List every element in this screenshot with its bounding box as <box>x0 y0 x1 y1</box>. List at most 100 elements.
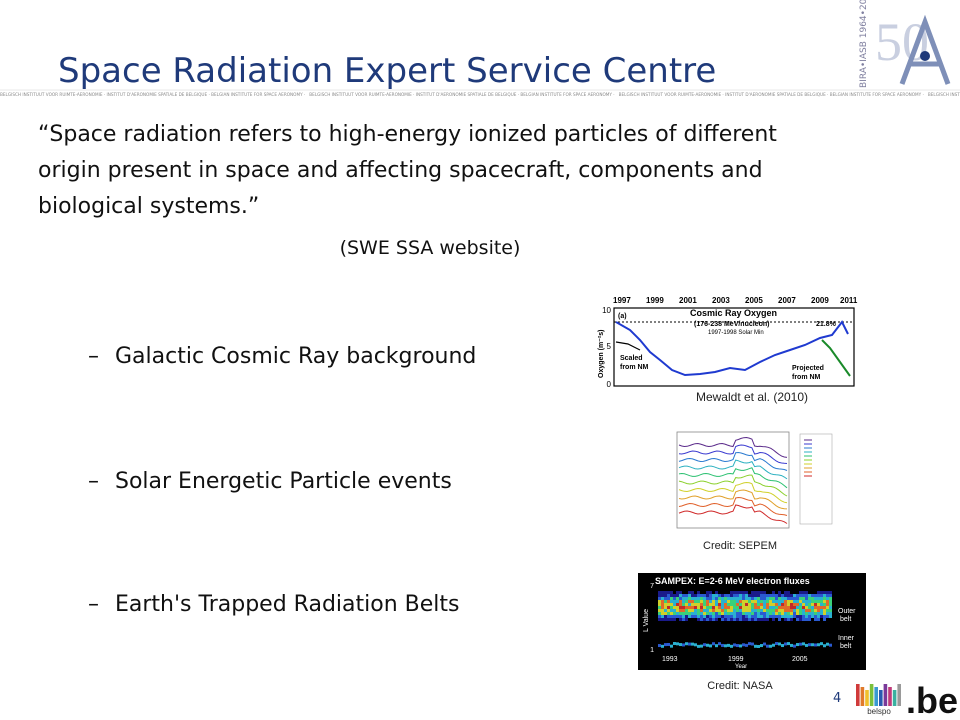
heat-cell <box>778 597 781 600</box>
heat-cell <box>787 594 790 597</box>
heat-cell <box>787 618 790 621</box>
projected-curve <box>821 339 851 377</box>
heat-cell <box>814 603 817 606</box>
heat-cell <box>799 597 802 600</box>
heat-cell <box>691 600 694 603</box>
slide-title: Space Radiation Expert Service Centre <box>58 51 716 91</box>
heat-cell <box>721 606 724 609</box>
heat-cell <box>808 618 811 621</box>
heat-cell <box>733 609 736 612</box>
inner-belt-cell <box>781 644 784 648</box>
heat-cell <box>796 600 799 603</box>
heat-cell <box>772 603 775 606</box>
heat-cell <box>751 591 754 594</box>
heat-cell <box>715 597 718 600</box>
heat-cell <box>679 603 682 606</box>
heat-cell <box>718 612 721 615</box>
heat-cell <box>709 615 712 618</box>
heat-cell <box>796 603 799 606</box>
heat-cell <box>736 615 739 618</box>
heat-cell <box>787 609 790 612</box>
inner-belt-cell <box>727 643 730 647</box>
heat-cell <box>778 606 781 609</box>
heat-cell <box>748 615 751 618</box>
heat-cell <box>667 591 670 594</box>
outer-belt-label: Outer <box>838 608 856 615</box>
heat-cell <box>781 597 784 600</box>
inner-belt-cell <box>736 644 739 648</box>
heat-cell <box>706 591 709 594</box>
heat-cell <box>667 609 670 612</box>
heat-cell <box>784 609 787 612</box>
heat-cell <box>751 618 754 621</box>
heat-cell <box>820 600 823 603</box>
heat-cell <box>688 600 691 603</box>
heat-cell <box>766 615 769 618</box>
heat-cell <box>661 594 664 597</box>
heat-cell <box>712 606 715 609</box>
heat-cell <box>664 594 667 597</box>
heat-cell <box>709 603 712 606</box>
heat-cell <box>766 594 769 597</box>
heat-cell <box>745 606 748 609</box>
heat-cell <box>820 603 823 606</box>
heat-cell <box>748 618 751 621</box>
inner-belt-cell <box>691 642 694 646</box>
heat-cell <box>712 618 715 621</box>
year-label: 2011 <box>840 296 858 305</box>
heat-cell <box>697 618 700 621</box>
heat-cell <box>721 618 724 621</box>
heat-cell <box>802 606 805 609</box>
bullet-list: – Galactic Cosmic Ray background – Solar… <box>88 344 476 617</box>
heat-cell <box>658 609 661 612</box>
y-tick-label: 0 <box>607 380 612 389</box>
heat-cell <box>793 606 796 609</box>
heat-cell <box>721 597 724 600</box>
logo-years: BIRA•IASB 1964•2014 <box>859 0 869 88</box>
heat-cell <box>718 594 721 597</box>
heat-cell <box>739 618 742 621</box>
inner-belt-cell <box>754 644 757 648</box>
heat-cell <box>703 609 706 612</box>
heat-cell <box>769 606 772 609</box>
heat-cell <box>739 594 742 597</box>
heat-cell <box>757 609 760 612</box>
heat-cell <box>793 615 796 618</box>
heat-cell <box>760 615 763 618</box>
heat-cell <box>679 609 682 612</box>
heat-cell <box>799 612 802 615</box>
y-tick-label: 10 <box>602 306 611 315</box>
heat-cell <box>715 615 718 618</box>
heat-cell <box>748 612 751 615</box>
legend-box <box>799 433 833 525</box>
heat-cell <box>745 591 748 594</box>
heat-cell <box>736 606 739 609</box>
heat-cell <box>754 615 757 618</box>
heat-cell <box>784 618 787 621</box>
heat-cell <box>742 615 745 618</box>
heat-cell <box>682 594 685 597</box>
heat-cell <box>772 606 775 609</box>
spectrum-curve <box>678 481 788 504</box>
y-axis-label: L Value <box>643 609 650 632</box>
year-label: 1993 <box>662 656 678 663</box>
heat-cell <box>802 609 805 612</box>
heat-cell <box>751 603 754 606</box>
oxygen-curve <box>615 320 849 377</box>
percent-label: 21.8% <box>816 321 837 328</box>
inner-belt-cell <box>826 642 829 646</box>
heat-cell <box>769 597 772 600</box>
heat-cell <box>796 594 799 597</box>
inner-belt-cell <box>805 643 808 647</box>
heat-cell <box>796 597 799 600</box>
inner-belt-cell <box>724 644 727 648</box>
heat-cell <box>805 618 808 621</box>
inner-belt-cell <box>802 642 805 646</box>
heat-cell <box>790 612 793 615</box>
heat-cell <box>817 594 820 597</box>
heat-cell <box>673 609 676 612</box>
heat-cell <box>757 597 760 600</box>
heat-cell <box>733 597 736 600</box>
inner-belt-cell <box>745 643 748 647</box>
heat-cell <box>742 603 745 606</box>
